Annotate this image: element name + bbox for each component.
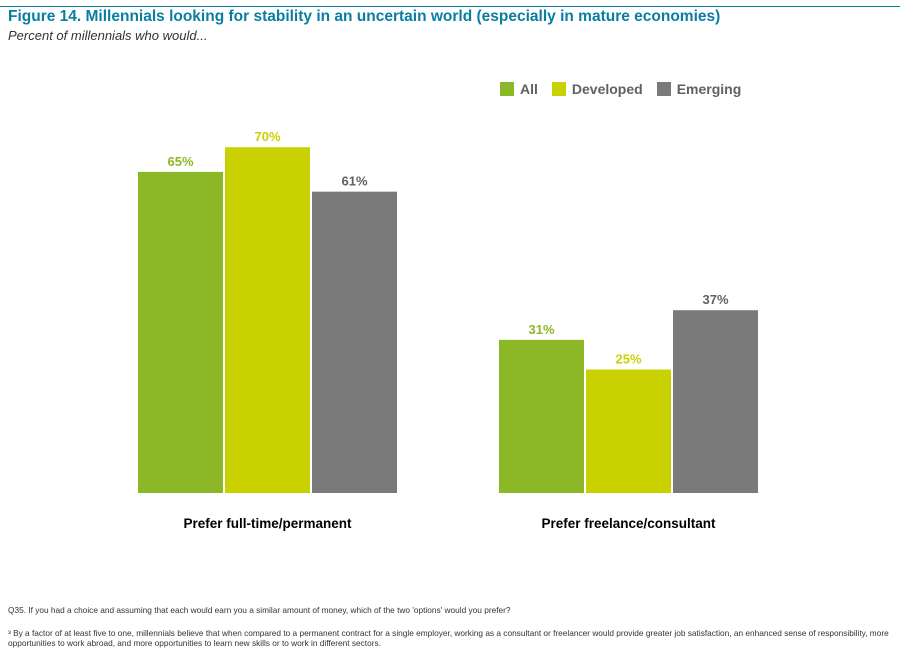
- data-label-full-time-all: 65%: [167, 154, 193, 169]
- data-label-full-time-developed: 70%: [254, 129, 280, 144]
- legend-swatch-emerging: [656, 82, 671, 96]
- data-label-freelance-developed: 25%: [615, 352, 641, 367]
- data-label-full-time-emerging: 61%: [341, 174, 367, 189]
- bar-full-time-all: [138, 171, 223, 493]
- bar-full-time-emerging: [312, 191, 397, 493]
- legend-item-all: All: [500, 81, 538, 97]
- legend-label-emerging: Emerging: [676, 81, 742, 97]
- bar-freelance-all: [499, 339, 584, 493]
- top-rule: [0, 6, 900, 7]
- data-label-freelance-all: 31%: [528, 322, 554, 337]
- bar-freelance-emerging: [673, 310, 758, 493]
- category-label-freelance: Prefer freelance/consultant: [541, 516, 716, 531]
- data-label-freelance-emerging: 37%: [702, 292, 728, 307]
- legend-item-developed: Developed: [551, 81, 643, 97]
- legend-item-emerging: Emerging: [656, 81, 742, 97]
- legend-swatch-developed: [551, 82, 566, 96]
- figure-subtitle: Percent of millennials who would...: [8, 28, 208, 43]
- legend-label-developed: Developed: [571, 81, 643, 97]
- bar-full-time-developed: [225, 147, 310, 493]
- bar-chart: 65% 70% 61% Prefer full-time/permanent 31% 25…: [138, 129, 758, 531]
- figure-title: Figure 14. Millennials looking for stabi…: [8, 8, 721, 25]
- footnote-question: Q35. If you had a choice and assuming th…: [8, 605, 511, 615]
- category-label-full-time: Prefer full-time/permanent: [183, 516, 352, 531]
- legend: All Developed Emerging: [500, 81, 755, 97]
- bar-freelance-developed: [586, 369, 671, 493]
- legend-label-all: All: [520, 81, 538, 97]
- footnote-note: ³ By a factor of at least five to one, m…: [8, 628, 889, 648]
- legend-swatch-all: [500, 82, 514, 96]
